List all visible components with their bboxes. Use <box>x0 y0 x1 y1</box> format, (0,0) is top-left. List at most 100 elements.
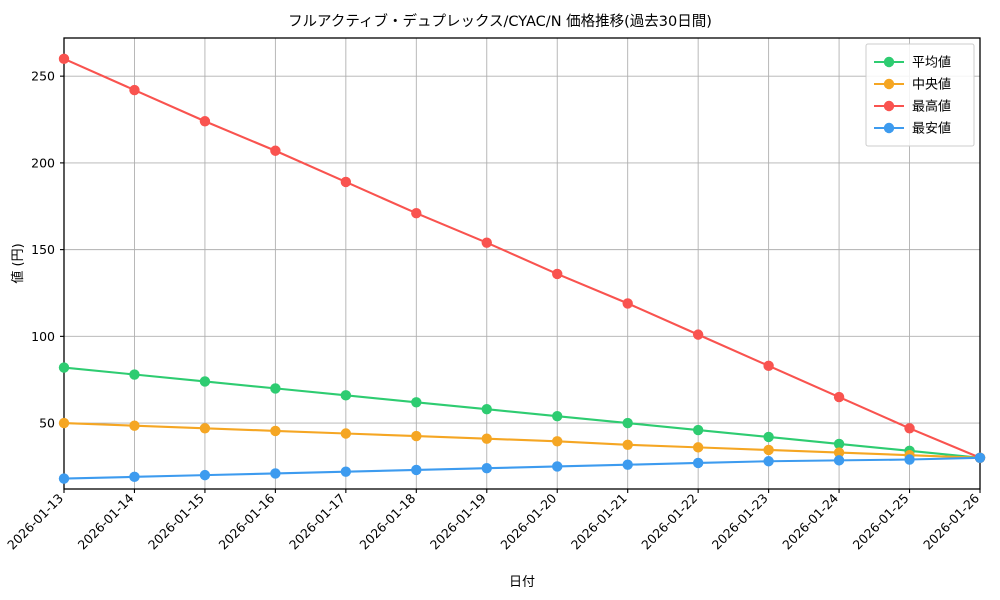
legend-label: 最安値 <box>912 121 951 137</box>
series-4 <box>58 452 986 484</box>
y-tick-label: 200 <box>31 155 55 170</box>
data-point <box>340 466 352 477</box>
data-point <box>833 438 845 450</box>
data-point <box>270 425 281 437</box>
x-tick-label: 2026-01-21 <box>568 491 630 553</box>
x-tick-label: 2026-01-20 <box>497 490 559 552</box>
data-point <box>411 464 422 476</box>
legend-item-4[interactable]: 最安値 <box>874 121 951 137</box>
legend-marker <box>883 122 895 134</box>
data-point <box>904 454 915 465</box>
data-point <box>481 237 492 248</box>
data-point <box>763 444 774 456</box>
series-line <box>62 366 982 459</box>
series-2 <box>58 417 986 463</box>
y-axis-title: 値 (円) <box>10 243 26 283</box>
x-tick-label: 2026-01-13 <box>4 491 66 553</box>
plot-border <box>63 37 981 490</box>
data-point <box>411 430 422 442</box>
data-point <box>692 442 704 453</box>
y-tick-label: 100 <box>31 329 55 344</box>
data-point <box>692 457 704 469</box>
data-point <box>199 469 211 481</box>
axis-tickmarks <box>60 75 981 493</box>
data-point <box>270 383 281 394</box>
chart-title: フルアクティブ・デュプレックス/CYAC/N 価格推移(過去30日間) <box>288 14 712 30</box>
data-point <box>833 391 845 403</box>
data-point <box>129 84 140 96</box>
data-point <box>552 268 563 280</box>
data-point <box>199 116 211 127</box>
x-tick-label: 2026-01-23 <box>709 491 771 553</box>
x-tick-label: 2026-01-16 <box>216 490 278 552</box>
data-point <box>199 376 211 387</box>
data-series-layer <box>58 53 986 484</box>
data-point <box>622 417 633 429</box>
data-point <box>340 428 352 439</box>
x-tick-label: 2026-01-18 <box>356 490 418 552</box>
legend-label: 中央値 <box>912 77 951 93</box>
x-tick-label: 2026-01-25 <box>850 491 912 553</box>
series-1 <box>58 362 986 463</box>
data-point <box>58 53 70 65</box>
data-point <box>552 461 563 472</box>
x-tick-label: 2026-01-19 <box>427 490 489 552</box>
data-point <box>692 329 704 340</box>
data-point <box>129 369 140 380</box>
data-point <box>129 471 140 483</box>
y-tick-label: 250 <box>31 69 55 84</box>
legend-label: 平均値 <box>912 55 951 71</box>
series-line <box>62 57 982 459</box>
data-point <box>692 424 704 436</box>
axis-titles: 日付 値 (円) <box>10 243 535 590</box>
y-gridlines <box>64 75 980 424</box>
x-tick-label: 2026-01-15 <box>145 491 207 553</box>
x-tick-label: 2026-01-14 <box>75 490 137 552</box>
x-tick-label: 2026-01-22 <box>638 491 700 553</box>
data-point <box>763 456 774 467</box>
data-point <box>552 410 563 422</box>
series-line <box>62 422 982 459</box>
legend-marker <box>883 78 895 90</box>
x-tick-label: 2026-01-26 <box>920 490 982 552</box>
data-point <box>622 298 633 309</box>
data-point <box>763 360 774 372</box>
y-tick-label: 150 <box>31 242 55 257</box>
data-point <box>58 417 70 429</box>
data-point <box>340 176 352 188</box>
x-tick-label: 2026-01-17 <box>286 491 348 553</box>
data-point <box>974 452 986 463</box>
data-point <box>833 447 845 458</box>
y-tick-label: 50 <box>39 416 55 431</box>
data-point <box>340 390 352 401</box>
data-point <box>833 455 845 466</box>
legend-item-3[interactable]: 最高値 <box>874 99 951 115</box>
y-axis-tick-labels: 50 100 150 200 250 <box>31 69 55 431</box>
data-point <box>58 362 70 373</box>
x-axis-title: 日付 <box>509 575 535 590</box>
data-point <box>129 420 140 431</box>
plot-spines <box>63 37 981 490</box>
legend-item-1[interactable]: 平均値 <box>874 55 951 71</box>
data-point <box>58 473 70 484</box>
series-3 <box>58 53 986 463</box>
data-point <box>552 436 563 447</box>
x-tick-label: 2026-01-24 <box>779 490 841 552</box>
legend-item-2[interactable]: 中央値 <box>874 77 951 93</box>
data-point <box>199 423 211 434</box>
data-point <box>270 145 281 156</box>
legend-marker <box>883 56 895 68</box>
data-point <box>270 468 281 479</box>
legend-background <box>865 43 975 147</box>
data-point <box>622 459 633 470</box>
data-point <box>904 423 915 434</box>
data-point <box>411 397 422 408</box>
x-axis-tick-labels: 2026-01-13 2026-01-14 2026-01-15 2026-01-16… <box>4 490 982 552</box>
legend-marker <box>883 100 895 112</box>
data-point <box>481 433 492 444</box>
data-point <box>481 404 492 415</box>
series-line <box>62 456 982 480</box>
